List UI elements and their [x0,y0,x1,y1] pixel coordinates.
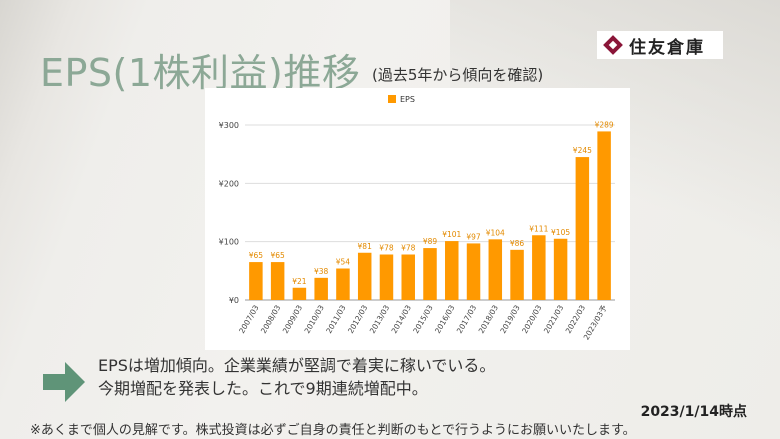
y-tick-label: ¥0 [229,296,239,305]
bar-2009/03 [292,287,307,300]
bar-2015/03 [423,248,437,300]
summary-text: EPSは増加傾向。企業業績が堅調で着実に稼いでいる。 今期増配を発表した。これで… [98,354,495,400]
data-label: ¥101 [442,230,461,239]
bar-2008/03 [270,262,285,300]
page-subtitle: (過去5年から傾向を確認) [372,66,544,84]
bar-2014/03 [401,254,415,300]
x-tick-label: 2019/03 [498,303,521,335]
as-of-date: 2023/1/14時点 [640,404,747,420]
bar-2017/03 [466,243,481,300]
data-label: ¥78 [379,244,394,253]
bar-2012/03 [357,252,372,300]
logo-mark-icon [603,35,623,55]
company-logo: 住友倉庫 [597,31,723,59]
bar-2021/03 [553,238,568,300]
data-label: ¥86 [510,239,525,248]
data-label: ¥54 [336,258,351,267]
data-label: ¥65 [249,251,264,260]
arrow-right-icon [43,362,85,402]
logo-text: 住友倉庫 [629,37,705,58]
x-tick-label: 2007/03 [237,303,260,335]
disclaimer: ※あくまで個人の見解です。株式投資は必ずご自身の責任と判断のもとで行うようにお願… [30,423,636,438]
eps-bar-chart: ¥0 ¥100 ¥200 ¥300 EPS ¥65 2007/03 ¥65 2008/03 ¥21… [219,95,615,341]
bar-2023/03予 [597,131,611,300]
x-tick-label: 2013/03 [368,303,391,335]
bar-2013/03 [379,254,394,300]
data-label: ¥65 [270,251,285,260]
x-tick-label: 2017/03 [455,303,478,335]
x-tick-label: 2008/03 [259,303,282,335]
bar-2019/03 [510,249,524,300]
x-tick-label: 2015/03 [411,303,434,335]
data-label: ¥111 [529,224,548,233]
summary-line-1: EPSは増加傾向。企業業績が堅調で着実に稼いでいる。 [98,356,496,375]
x-tick-label: 2009/03 [281,303,304,335]
legend-label: EPS [400,95,415,104]
x-tick-label: 2020/03 [520,303,543,335]
data-label: ¥97 [466,232,481,241]
summary-line-2: 今期増配を発表した。これで9期連続増配中。 [98,379,428,398]
data-label: ¥21 [292,277,307,286]
x-tick-label: 2021/03 [542,303,565,335]
data-label: ¥104 [486,228,505,237]
x-tick-label: 2016/03 [433,303,456,335]
x-tick-label: 2010/03 [303,303,326,335]
x-tick-label: 2012/03 [346,303,369,335]
data-label: ¥81 [358,242,373,251]
bar-2018/03 [488,239,503,300]
bar-2016/03 [445,241,459,300]
bar-2010/03 [314,277,328,300]
data-label: ¥245 [573,146,592,155]
bar-2007/03 [249,262,263,300]
y-tick-label: ¥300 [219,121,239,130]
y-tick-label: ¥100 [219,238,239,247]
x-tick-label: 2018/03 [477,303,500,335]
bar-2022/03 [575,157,590,300]
x-tick-label: 2014/03 [390,303,413,335]
x-tick-label: 2011/03 [324,303,347,335]
data-label: ¥78 [401,244,416,253]
legend-swatch [388,95,396,103]
eps-chart: ¥0 ¥100 ¥200 ¥300 EPS ¥65 2007/03 ¥65 2008/03 ¥21… [205,88,630,350]
data-label: ¥38 [314,267,329,276]
data-label: ¥289 [595,120,614,129]
data-label: ¥89 [423,237,438,246]
page-title: EPS(1株利益)推移 [40,51,361,95]
y-tick-label: ¥200 [219,179,239,188]
data-label: ¥105 [551,228,570,237]
bar-2011/03 [336,268,350,300]
x-tick-label: 2022/03 [564,303,587,335]
bar-2020/03 [532,235,546,300]
